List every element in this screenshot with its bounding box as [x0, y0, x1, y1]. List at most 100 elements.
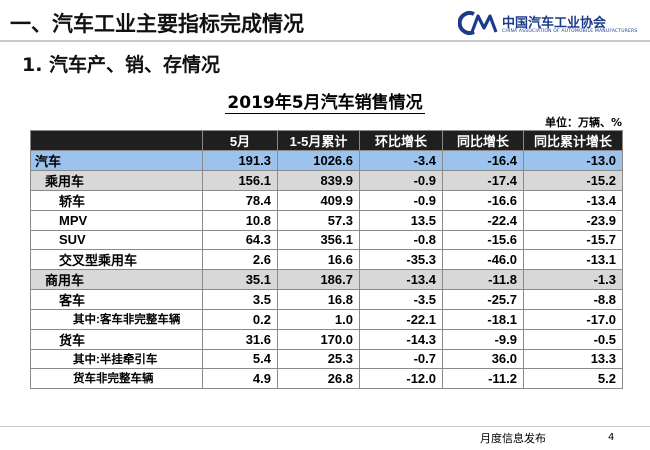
caam-logo-icon — [458, 11, 498, 35]
table-cell: 839.9 — [277, 170, 360, 191]
table-cell: -25.7 — [442, 289, 524, 310]
column-header: 同比累计增长 — [523, 130, 623, 151]
table-cell: -12.0 — [359, 368, 443, 389]
slide-title: 一、汽车工业主要指标完成情况 — [10, 12, 304, 36]
table-row: 轿车 78.4 409.9 -0.9 -16.6 -13.4 — [30, 190, 623, 211]
table-cell: -11.2 — [442, 368, 524, 389]
column-header: 环比增长 — [359, 130, 443, 151]
table-cell: 156.1 — [202, 170, 278, 191]
row-label: 客车 — [30, 289, 203, 310]
table-cell: -3.5 — [359, 289, 443, 310]
table-cell: -9.9 — [442, 328, 524, 350]
row-label: 货车非完整车辆 — [30, 368, 203, 389]
footer-divider — [0, 426, 650, 427]
table-cell: 13.5 — [359, 210, 443, 231]
table-cell: -17.4 — [442, 170, 524, 191]
table-row: 货车 31.6 170.0 -14.3 -9.9 -0.5 — [30, 328, 623, 350]
table-cell: -0.7 — [359, 348, 443, 369]
table-cell: 35.1 — [202, 269, 278, 290]
table-cell: -0.8 — [359, 229, 443, 250]
footer-text: 月度信息发布 — [480, 432, 546, 445]
column-header: 5月 — [202, 130, 278, 151]
table-row: 汽车 191.3 1026.6 -3.4 -16.4 -13.0 — [30, 150, 623, 171]
logo-text-en: CHINA ASSOCIATION OF AUTOMOBILE MANUFACT… — [502, 29, 638, 34]
table-cell: 26.8 — [277, 368, 360, 389]
table-header-row: 5月 1-5月累计 环比增长 同比增长 同比累计增长 — [30, 130, 623, 151]
table-cell: -22.1 — [359, 309, 443, 330]
row-label: 交叉型乘用车 — [30, 249, 203, 270]
sales-table: 5月 1-5月累计 环比增长 同比增长 同比累计增长 汽车 191.3 1026… — [30, 130, 623, 389]
table-row: 货车非完整车辆 4.9 26.8 -12.0 -11.2 5.2 — [30, 368, 623, 389]
row-label: SUV — [30, 229, 203, 250]
table-row: MPV 10.8 57.3 13.5 -22.4 -23.9 — [30, 210, 623, 231]
table-cell: -3.4 — [359, 150, 443, 171]
table-cell: 3.5 — [202, 289, 278, 310]
row-label: 其中:半挂牵引车 — [30, 348, 203, 369]
table-cell: -18.1 — [442, 309, 524, 330]
row-label: 货车 — [30, 328, 203, 350]
row-label: 其中:客车非完整车辆 — [30, 309, 203, 330]
table-cell: 1026.6 — [277, 150, 360, 171]
table-cell: -46.0 — [442, 249, 524, 270]
table-cell: 31.6 — [202, 328, 278, 350]
table-cell: 78.4 — [202, 190, 278, 211]
table-cell: -14.3 — [359, 328, 443, 350]
table-cell: 25.3 — [277, 348, 360, 369]
row-label: 商用车 — [30, 269, 203, 290]
table-cell: -23.9 — [523, 210, 623, 231]
table-cell: 5.4 — [202, 348, 278, 369]
table-row: 交叉型乘用车 2.6 16.6 -35.3 -46.0 -13.1 — [30, 249, 623, 270]
table-cell: 170.0 — [277, 328, 360, 350]
table-cell: -13.0 — [523, 150, 623, 171]
table-cell: 13.3 — [523, 348, 623, 369]
table-cell: 16.8 — [277, 289, 360, 310]
table-cell: 1.0 — [277, 309, 360, 330]
table-cell: 10.8 — [202, 210, 278, 231]
table-cell: -11.8 — [442, 269, 524, 290]
table-cell: 4.9 — [202, 368, 278, 389]
caam-logo: 中国汽车工业协会 CHINA ASSOCIATION OF AUTOMOBILE… — [458, 10, 643, 38]
table-cell: -13.4 — [523, 190, 623, 211]
table-cell: 191.3 — [202, 150, 278, 171]
row-label: 汽车 — [30, 150, 203, 171]
table-cell: 64.3 — [202, 229, 278, 250]
table-row: 其中:半挂牵引车 5.4 25.3 -0.7 36.0 13.3 — [30, 348, 623, 369]
table-cell: -35.3 — [359, 249, 443, 270]
logo-text-cn: 中国汽车工业协会 — [502, 16, 607, 31]
column-header: 同比增长 — [442, 130, 524, 151]
table-row: 其中:客车非完整车辆 0.2 1.0 -22.1 -18.1 -17.0 — [30, 309, 623, 330]
table-cell: -0.9 — [359, 170, 443, 191]
title-divider — [0, 40, 650, 42]
table-cell: -0.5 — [523, 328, 623, 350]
table-cell: -13.1 — [523, 249, 623, 270]
section-title: 1. 汽车产、销、存情况 — [22, 54, 221, 76]
table-cell: 57.3 — [277, 210, 360, 231]
table-cell: 186.7 — [277, 269, 360, 290]
table-cell: 16.6 — [277, 249, 360, 270]
table-cell: -17.0 — [523, 309, 623, 330]
table-cell: -22.4 — [442, 210, 524, 231]
table-row: SUV 64.3 356.1 -0.8 -15.6 -15.7 — [30, 229, 623, 250]
table-cell: -16.6 — [442, 190, 524, 211]
row-label: 轿车 — [30, 190, 203, 211]
table-cell: -15.7 — [523, 229, 623, 250]
table-cell: -15.6 — [442, 229, 524, 250]
table-row: 乘用车 156.1 839.9 -0.9 -17.4 -15.2 — [30, 170, 623, 191]
table-cell: -1.3 — [523, 269, 623, 290]
table-cell: 36.0 — [442, 348, 524, 369]
table-cell: 409.9 — [277, 190, 360, 211]
table-title: 2019年5月汽车销售情况 — [225, 93, 425, 114]
table-cell: -0.9 — [359, 190, 443, 211]
table-cell: -13.4 — [359, 269, 443, 290]
table-cell: -16.4 — [442, 150, 524, 171]
column-header — [30, 130, 203, 151]
table-cell: -15.2 — [523, 170, 623, 191]
unit-label: 单位：万辆、% — [544, 116, 622, 129]
table-cell: 5.2 — [523, 368, 623, 389]
page-number: 4 — [608, 432, 615, 443]
table-cell: -8.8 — [523, 289, 623, 310]
title-bar: 一、汽车工业主要指标完成情况 — [0, 0, 650, 40]
table-row: 商用车 35.1 186.7 -13.4 -11.8 -1.3 — [30, 269, 623, 290]
table-cell: 0.2 — [202, 309, 278, 330]
row-label: MPV — [30, 210, 203, 231]
